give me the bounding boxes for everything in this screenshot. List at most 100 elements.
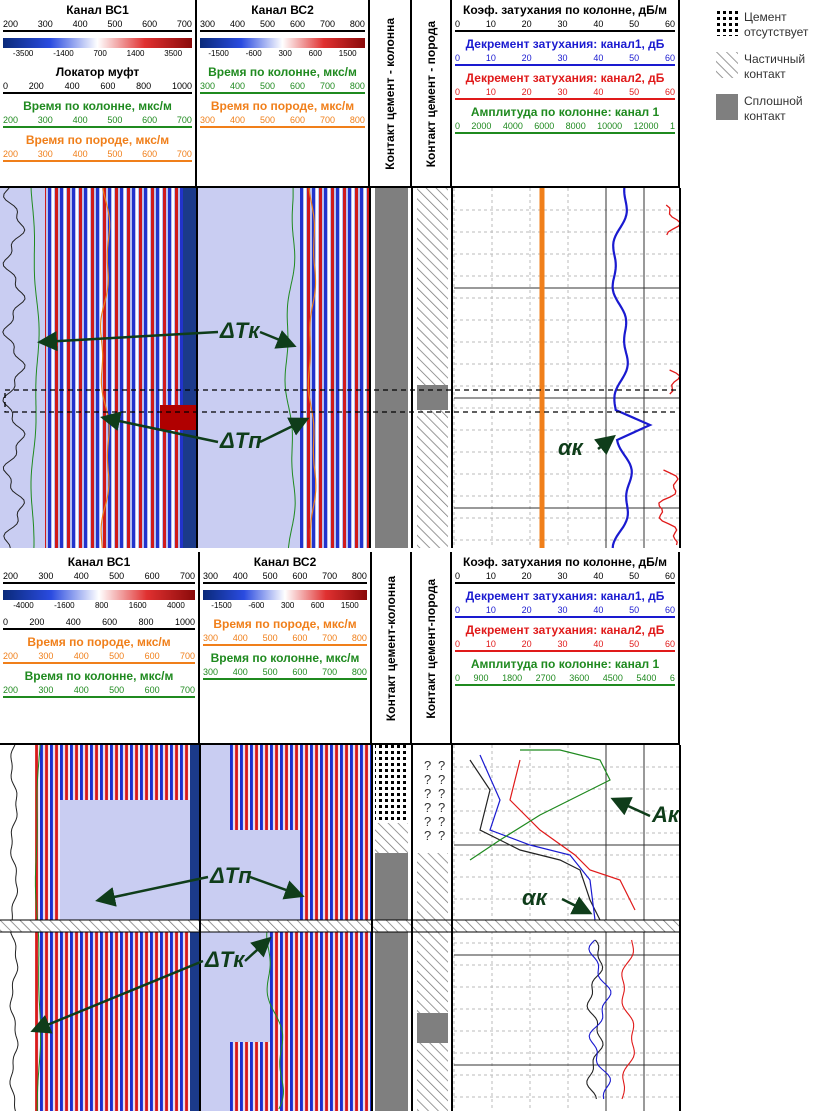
scale-label: 600 — [145, 650, 160, 662]
scale: 0200040006000800010000120001 — [455, 120, 675, 134]
curve-title: Декремент затухания: канал1, дБ — [455, 36, 675, 52]
colorbar-label: -1500 — [211, 600, 231, 612]
scale-label: 2000 — [471, 120, 491, 132]
fill — [45, 188, 185, 548]
curve-title: Время по породе, мкс/м — [200, 98, 365, 114]
scale: 200300400500600700 — [3, 18, 192, 32]
scale-label: 800 — [352, 632, 367, 644]
scale-label: 30 — [557, 570, 567, 582]
scale-label: 10 — [486, 604, 496, 616]
scale-label: 6000 — [534, 120, 554, 132]
scale-label: 200 — [3, 570, 18, 582]
scale-label: 30 — [557, 604, 567, 616]
fill — [417, 385, 448, 410]
scale-label: 10 — [486, 86, 496, 98]
scale-label: 200 — [29, 616, 44, 628]
track-header: Контакт цемент-порода — [412, 552, 452, 745]
scale-label: 400 — [233, 666, 248, 678]
scale-label: 20 — [522, 86, 532, 98]
scale-label: 400 — [230, 80, 245, 92]
legend-swatch — [716, 10, 738, 36]
annotation-arrow — [562, 899, 588, 912]
track-header: Канал ВС2300400500600700800-1500-6003006… — [197, 0, 370, 188]
annotation: ΔTк — [219, 318, 261, 343]
scale-label: 40 — [593, 604, 603, 616]
scale-label: 300 — [38, 18, 53, 30]
scale-label: 800 — [350, 114, 365, 126]
scale-label: 30 — [557, 86, 567, 98]
fill — [417, 410, 448, 548]
scale-label: 10 — [486, 52, 496, 64]
annotation: Aк — [651, 802, 681, 827]
track-title: Контакт цемент-колонна — [384, 576, 398, 721]
curve-title: Канал ВС1 — [3, 554, 195, 570]
curve-title: Время по колонне, мкс/м — [3, 98, 192, 114]
scale-label: 600 — [100, 80, 115, 92]
scale-label: 60 — [665, 52, 675, 64]
scale: 200300400500600700 — [3, 684, 195, 698]
annotation-arrow — [615, 800, 650, 816]
scale: 200300400500600700 — [3, 650, 195, 664]
scale-label: 30 — [557, 52, 567, 64]
colorbar-label: -1500 — [208, 48, 228, 60]
scale-label: 800 — [350, 18, 365, 30]
scale-label: 300 — [38, 684, 53, 696]
scale-label: 600 — [290, 114, 305, 126]
track-title: Контакт цемент - порода — [424, 21, 438, 167]
track-header: Коэф. затухания по колонне, дБ/м 0 10 20 30 4… — [452, 0, 680, 188]
curve-title: Коэф. затухания по колонне, дБ/м — [455, 2, 675, 18]
scale: 200300400500600700 — [3, 114, 192, 128]
curve-title: Время по породе, мкс/м — [203, 616, 367, 632]
fill — [375, 745, 408, 823]
question-mark: ? — [424, 828, 431, 843]
scale-label: 700 — [180, 570, 195, 582]
scale-label: 800 — [136, 80, 151, 92]
scale-label: 400 — [73, 18, 88, 30]
scale-label: 500 — [260, 18, 275, 30]
scale-label: 300 — [203, 666, 218, 678]
scale-label: 10000 — [597, 120, 622, 132]
scale-label: 20 — [522, 52, 532, 64]
curve-title: Время по колонне, мкс/м — [200, 64, 365, 80]
colorbar-label: 1600 — [129, 600, 147, 612]
curve-title: Коэф. затухания по колонне, дБ/м — [455, 554, 675, 570]
fill — [375, 853, 408, 1111]
curve-title: Время по колонне, мкс/м — [203, 650, 367, 666]
fill — [60, 800, 190, 920]
scale-label: 0 — [3, 616, 8, 628]
colorbar-label: 1500 — [339, 48, 357, 60]
figure: ????????????ΔTкΔTпαкΔTпΔTкAкαк Цемент от… — [0, 0, 814, 1111]
curve-title: Время по колонне, мкс/м — [3, 668, 195, 684]
scale-label: 40 — [593, 18, 603, 30]
scale: 02004006008001000 — [3, 616, 195, 630]
fill — [375, 823, 408, 853]
curve-title: Декремент затухания: канал1, дБ — [455, 588, 675, 604]
fill — [183, 188, 197, 548]
scale-label: 20 — [522, 604, 532, 616]
annotation: ΔTп — [219, 428, 262, 453]
scale-label: 700 — [322, 666, 337, 678]
scale-label: 600 — [292, 632, 307, 644]
annotation: ΔTк — [204, 947, 246, 972]
question-mark: ? — [438, 758, 445, 773]
scale-label: 500 — [260, 114, 275, 126]
scale-label: 400 — [230, 18, 245, 30]
scale-label: 50 — [629, 86, 639, 98]
scale-label: 40 — [593, 570, 603, 582]
scale-label: 50 — [629, 604, 639, 616]
scale-label: 2700 — [536, 672, 556, 684]
scale-label: 30 — [557, 638, 567, 650]
scale-label: 500 — [263, 570, 278, 582]
break — [0, 920, 680, 932]
scale-label: 700 — [322, 570, 337, 582]
scale-label: 800 — [352, 570, 367, 582]
colorbar — [200, 38, 365, 48]
scale-label: 500 — [107, 18, 122, 30]
scale-label: 10 — [486, 570, 496, 582]
scale-label: 0 — [455, 86, 460, 98]
legend-item: Сплошной контакт — [716, 94, 814, 124]
